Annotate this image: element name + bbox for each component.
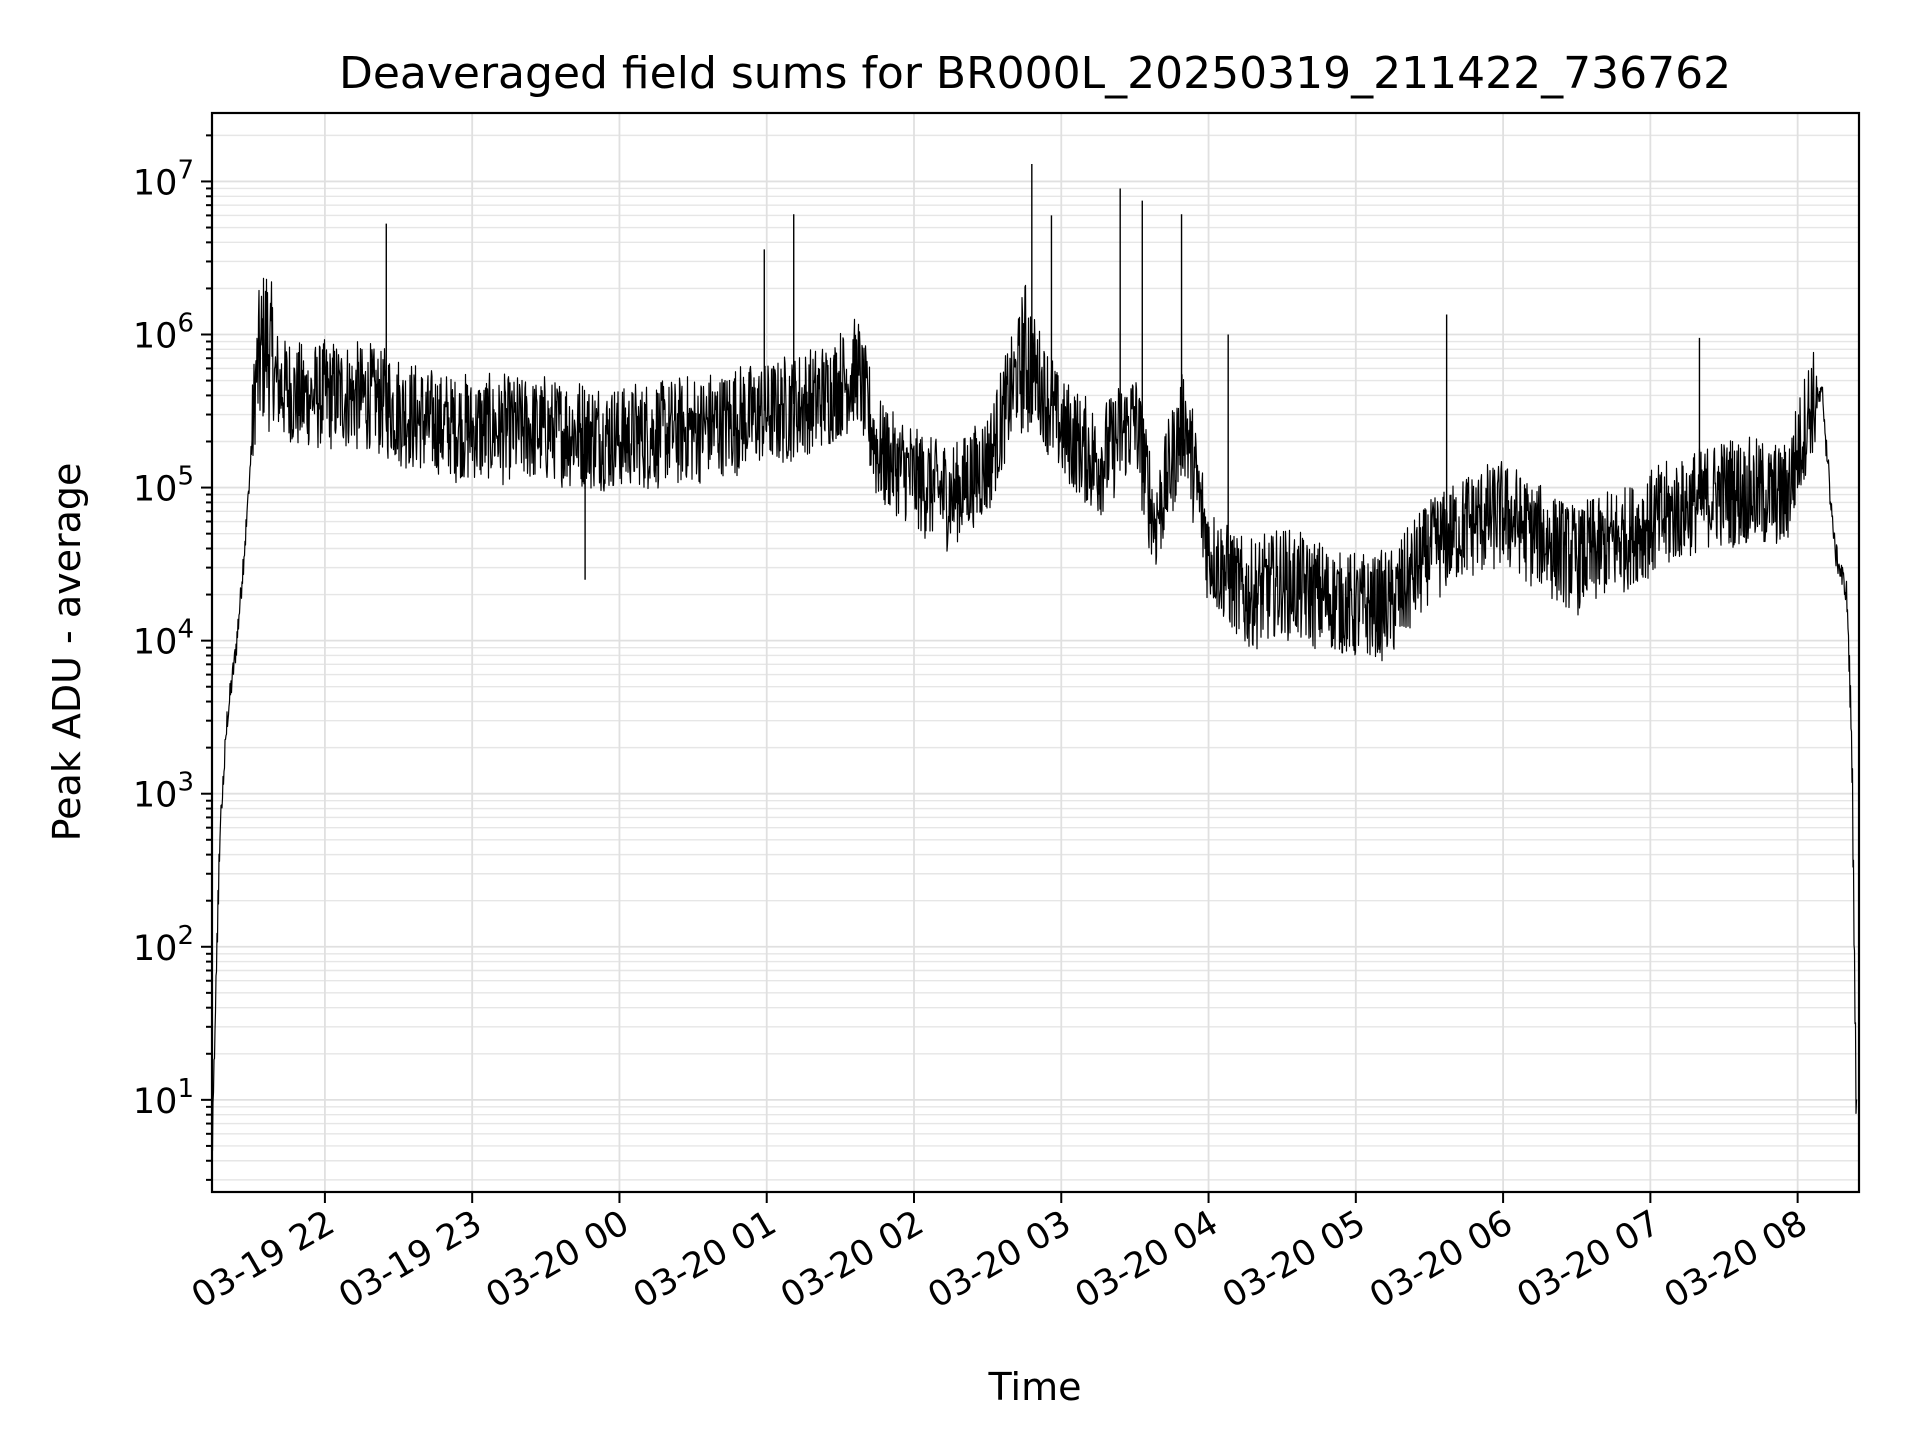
x-tick-label: 03-20 00 — [480, 1203, 636, 1316]
x-tick-label: 03-20 08 — [1658, 1203, 1814, 1316]
y-tick-label: 102 — [133, 921, 194, 969]
y-axis: 101 102 103 104 105 106 107 — [133, 134, 212, 1181]
x-tick-label: 03-19 22 — [185, 1203, 341, 1316]
x-tick-label: 03-19 23 — [332, 1203, 488, 1316]
y-tick-label: 105 — [133, 462, 194, 510]
y-tick-label: 106 — [133, 309, 194, 357]
x-axis-label: Time — [988, 1365, 1082, 1409]
y-tick-label: 101 — [133, 1074, 194, 1122]
series-line — [211, 277, 1858, 1152]
x-tick-label: 03-20 01 — [627, 1203, 783, 1316]
x-tick-label: 03-20 07 — [1511, 1203, 1667, 1316]
grid-layer — [212, 113, 1859, 1192]
y-tick-label: 103 — [133, 768, 194, 816]
x-tick-label: 03-20 06 — [1363, 1203, 1519, 1316]
y-axis-label: Peak ADU - average — [45, 463, 89, 842]
x-tick-label: 03-20 04 — [1069, 1203, 1225, 1316]
y-tick-label: 107 — [133, 155, 194, 203]
series-layer — [211, 164, 1858, 1152]
chart-title: Deaveraged field sums for BR000L_2025031… — [339, 48, 1731, 99]
y-tick-label: 104 — [133, 615, 194, 663]
plot-frame — [210, 111, 1861, 1194]
x-tick-label: 03-20 03 — [921, 1203, 1077, 1316]
x-tick-label: 03-20 02 — [774, 1203, 930, 1316]
x-tick-label: 03-20 05 — [1216, 1203, 1372, 1316]
